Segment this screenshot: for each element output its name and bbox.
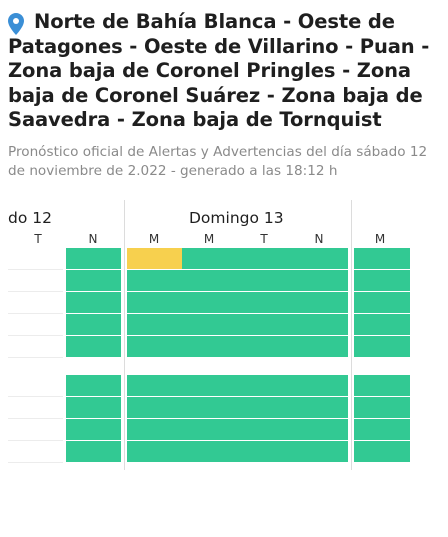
- day-divider: [124, 200, 125, 470]
- alert-cell-none[interactable]: [354, 270, 410, 291]
- slot-header: T: [260, 232, 268, 246]
- day-divider: [351, 200, 352, 470]
- slot-header: M: [203, 232, 215, 246]
- alert-cell-none[interactable]: [182, 336, 237, 357]
- slot-header: T: [34, 232, 42, 246]
- alert-cell-none[interactable]: [127, 270, 182, 291]
- alert-cell-none[interactable]: [66, 375, 121, 396]
- alert-cell-none[interactable]: [127, 419, 182, 440]
- alert-cell-none[interactable]: [237, 441, 292, 462]
- alert-cell-none[interactable]: [292, 336, 348, 357]
- zone-title: Norte de Bahía Blanca - Oeste de Patagon…: [8, 10, 430, 131]
- alert-cell-none[interactable]: [127, 314, 182, 335]
- location-pin-icon: [8, 13, 24, 35]
- slot-header: N: [88, 232, 98, 246]
- alert-cell-none[interactable]: [66, 248, 121, 269]
- alert-cell-none[interactable]: [237, 375, 292, 396]
- slot-header: M: [374, 232, 386, 246]
- alert-cell-none[interactable]: [182, 248, 237, 269]
- alert-cell-none[interactable]: [66, 441, 121, 462]
- day-header: Domingo 13: [189, 209, 284, 227]
- row-separator: [8, 313, 63, 314]
- alert-cell-none[interactable]: [237, 270, 292, 291]
- alert-cell-none[interactable]: [354, 419, 410, 440]
- alert-cell-none[interactable]: [66, 270, 121, 291]
- alert-cell-none[interactable]: [237, 397, 292, 418]
- row-separator: [8, 418, 63, 419]
- alert-cell-none[interactable]: [292, 441, 348, 462]
- alert-cell-none[interactable]: [237, 419, 292, 440]
- alert-cell-none[interactable]: [182, 292, 237, 313]
- alert-cell-none[interactable]: [127, 441, 182, 462]
- alert-grid[interactable]: do 12 Domingo 13 T N M M T N M: [0, 200, 448, 480]
- alert-cell-none[interactable]: [292, 375, 348, 396]
- alert-cell-none[interactable]: [66, 314, 121, 335]
- alert-cell-none[interactable]: [66, 397, 121, 418]
- alert-cell-none[interactable]: [66, 336, 121, 357]
- alert-cell-none[interactable]: [66, 419, 121, 440]
- alert-cell-none[interactable]: [354, 314, 410, 335]
- slot-header: N: [314, 232, 324, 246]
- row-separator: [8, 357, 63, 358]
- forecast-header: Norte de Bahía Blanca - Oeste de Patagon…: [8, 10, 438, 181]
- alert-cell-none[interactable]: [182, 441, 237, 462]
- row-separator: [8, 269, 63, 270]
- alert-cell-none[interactable]: [182, 270, 237, 291]
- row-separator: [8, 462, 63, 463]
- alert-cell-none[interactable]: [182, 419, 237, 440]
- row-separator: [8, 440, 63, 441]
- row-separator: [8, 291, 63, 292]
- alert-cell-none[interactable]: [66, 292, 121, 313]
- slot-header: M: [148, 232, 160, 246]
- alert-cell-none[interactable]: [354, 441, 410, 462]
- alert-cell-none[interactable]: [354, 397, 410, 418]
- alert-cell-none[interactable]: [237, 336, 292, 357]
- row-separator: [8, 396, 63, 397]
- alert-cell-none[interactable]: [292, 248, 348, 269]
- alert-cell-none[interactable]: [292, 292, 348, 313]
- alert-cell-yellow[interactable]: [127, 248, 182, 269]
- alert-cell-none[interactable]: [127, 292, 182, 313]
- alert-cell-none[interactable]: [292, 270, 348, 291]
- alert-cell-none[interactable]: [127, 336, 182, 357]
- alert-cell-none[interactable]: [182, 375, 237, 396]
- alert-cell-none[interactable]: [237, 314, 292, 335]
- alert-cell-none[interactable]: [292, 419, 348, 440]
- alert-cell-none[interactable]: [292, 397, 348, 418]
- alert-cell-none[interactable]: [354, 336, 410, 357]
- day-header: do 12: [8, 209, 52, 227]
- alert-cell-none[interactable]: [292, 314, 348, 335]
- alert-cell-none[interactable]: [182, 314, 237, 335]
- alert-cell-none[interactable]: [182, 397, 237, 418]
- alert-cell-none[interactable]: [354, 292, 410, 313]
- alert-cell-none[interactable]: [354, 248, 410, 269]
- forecast-subtitle: Pronóstico oficial de Alertas y Adverten…: [8, 143, 428, 179]
- alert-cell-none[interactable]: [127, 397, 182, 418]
- alert-cell-none[interactable]: [237, 292, 292, 313]
- alert-cell-none[interactable]: [237, 248, 292, 269]
- alert-cell-none[interactable]: [354, 375, 410, 396]
- row-separator: [8, 335, 63, 336]
- alert-cell-none[interactable]: [127, 375, 182, 396]
